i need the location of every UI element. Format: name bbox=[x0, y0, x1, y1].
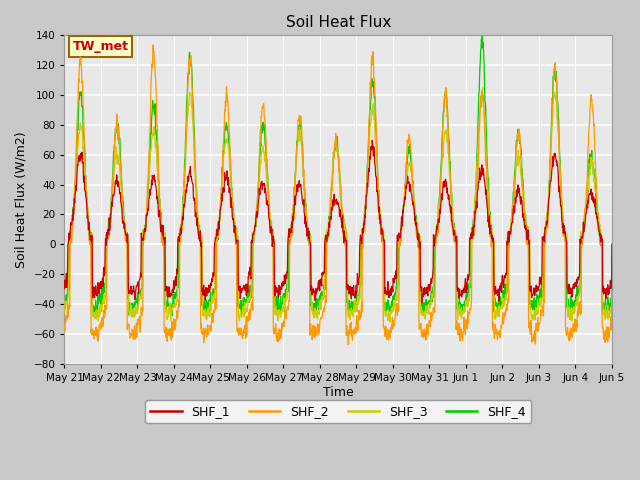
Title: Soil Heat Flux: Soil Heat Flux bbox=[285, 15, 391, 30]
Legend: SHF_1, SHF_2, SHF_3, SHF_4: SHF_1, SHF_2, SHF_3, SHF_4 bbox=[145, 400, 531, 423]
Y-axis label: Soil Heat Flux (W/m2): Soil Heat Flux (W/m2) bbox=[15, 131, 28, 268]
Text: TW_met: TW_met bbox=[73, 40, 129, 53]
X-axis label: Time: Time bbox=[323, 385, 353, 398]
